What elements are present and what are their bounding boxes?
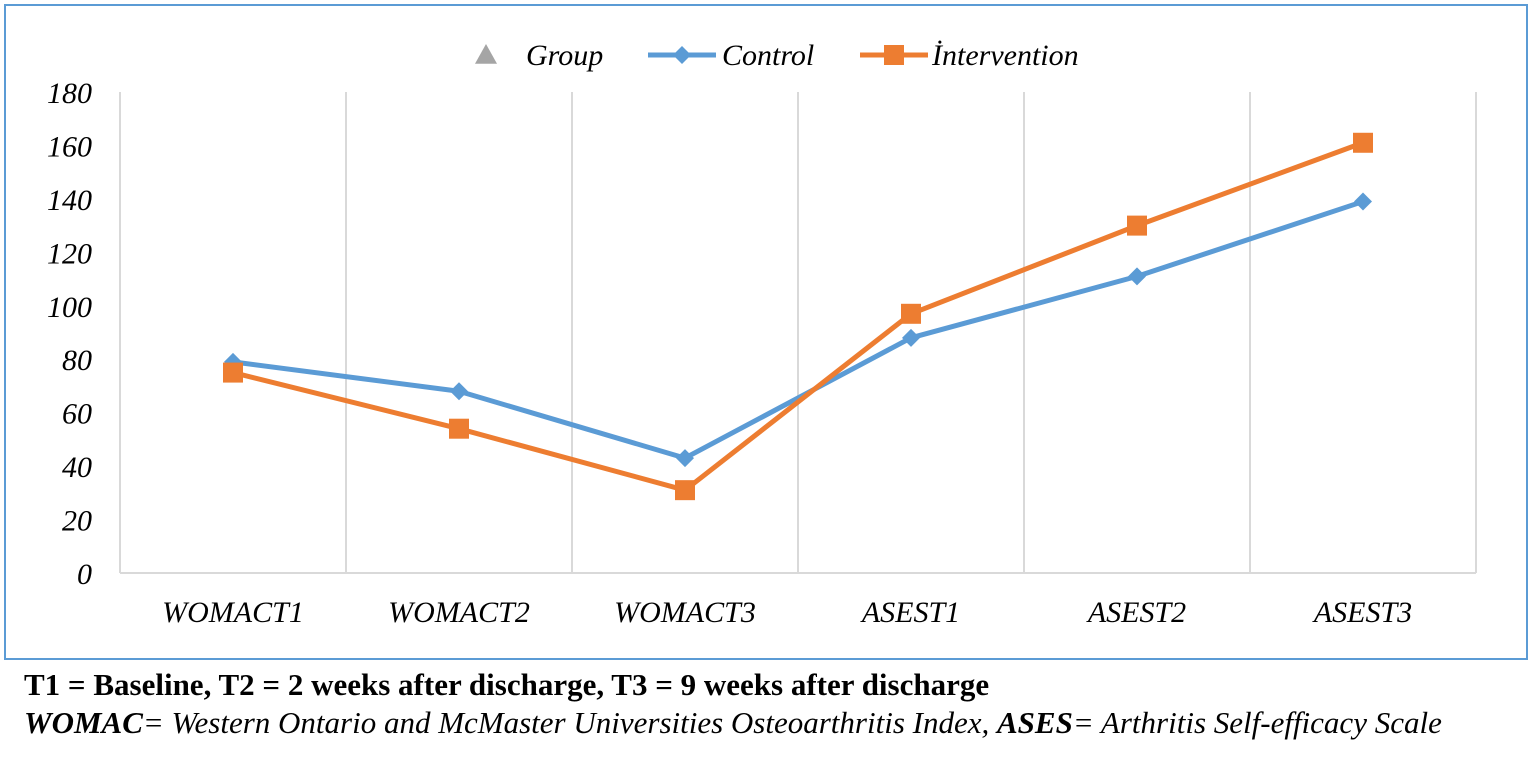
x-tick-label: WOMACT3	[614, 596, 756, 629]
womac-definition: = Western Ontario and McMaster Universit…	[142, 705, 997, 740]
data-point-square	[1353, 132, 1373, 153]
legend-marker-diamond	[673, 46, 691, 64]
data-point-diamond	[450, 382, 468, 401]
data-point-square	[1127, 215, 1147, 236]
y-tick-label: 180	[47, 77, 92, 110]
axes: 0 20 40 60 80 100 120 140 160 180 WOMACT1 WOMACT2 WO…	[47, 77, 1476, 629]
data-point-square	[901, 303, 921, 324]
figure-caption: T1 = Baseline, T2 = 2 weeks after discha…	[24, 666, 1514, 742]
y-tick-label: 160	[47, 130, 92, 163]
y-tick-label: 40	[62, 451, 92, 484]
x-tick-label: ASEST1	[860, 596, 960, 629]
legend-marker-triangle	[475, 44, 497, 64]
chart-frame: 0 20 40 60 80 100 120 140 160 180 WOMACT1 WOMACT2 WO…	[4, 4, 1528, 660]
gridlines	[119, 92, 1477, 573]
y-tick-label: 120	[47, 237, 92, 270]
legend-label: İntervention	[931, 39, 1079, 72]
data-point-square	[675, 480, 695, 501]
legend-label: Group	[526, 39, 603, 72]
series	[223, 132, 1373, 501]
ases-definition: = Arthritis Self-efficacy Scale	[1072, 705, 1442, 740]
womac-abbr: WOMAC	[24, 705, 143, 740]
x-tick-label: ASEST3	[1312, 596, 1412, 629]
legend: Group Control İntervention	[475, 39, 1079, 72]
ases-abbr: ASES	[996, 705, 1073, 740]
y-tick-label: 100	[47, 291, 92, 324]
y-tick-label: 60	[62, 398, 92, 431]
data-point-diamond	[1128, 267, 1146, 286]
data-point-diamond	[902, 328, 920, 347]
legend-marker-square	[884, 45, 904, 65]
x-tick-label: ASEST2	[1086, 596, 1186, 629]
line-chart: 0 20 40 60 80 100 120 140 160 180 WOMACT1 WOMACT2 WO…	[47, 39, 1477, 629]
data-point-diamond	[1354, 192, 1372, 211]
y-tick-label: 140	[47, 184, 92, 217]
x-tick-label: WOMACT1	[162, 596, 304, 629]
x-tick-label: WOMACT2	[388, 596, 530, 629]
data-point-square	[449, 418, 469, 439]
caption-abbreviations: WOMAC= Western Ontario and McMaster Univ…	[24, 704, 1514, 742]
caption-timepoints: T1 = Baseline, T2 = 2 weeks after discha…	[24, 667, 990, 702]
data-point-square	[223, 362, 243, 383]
legend-label: Control	[722, 39, 814, 72]
series-line-control	[232, 199, 1364, 461]
y-tick-label: 20	[62, 505, 92, 538]
y-tick-label: 0	[77, 558, 92, 591]
series-line-i̇ntervention	[232, 140, 1364, 493]
data-point-diamond	[676, 449, 694, 468]
y-tick-label: 80	[62, 344, 92, 377]
